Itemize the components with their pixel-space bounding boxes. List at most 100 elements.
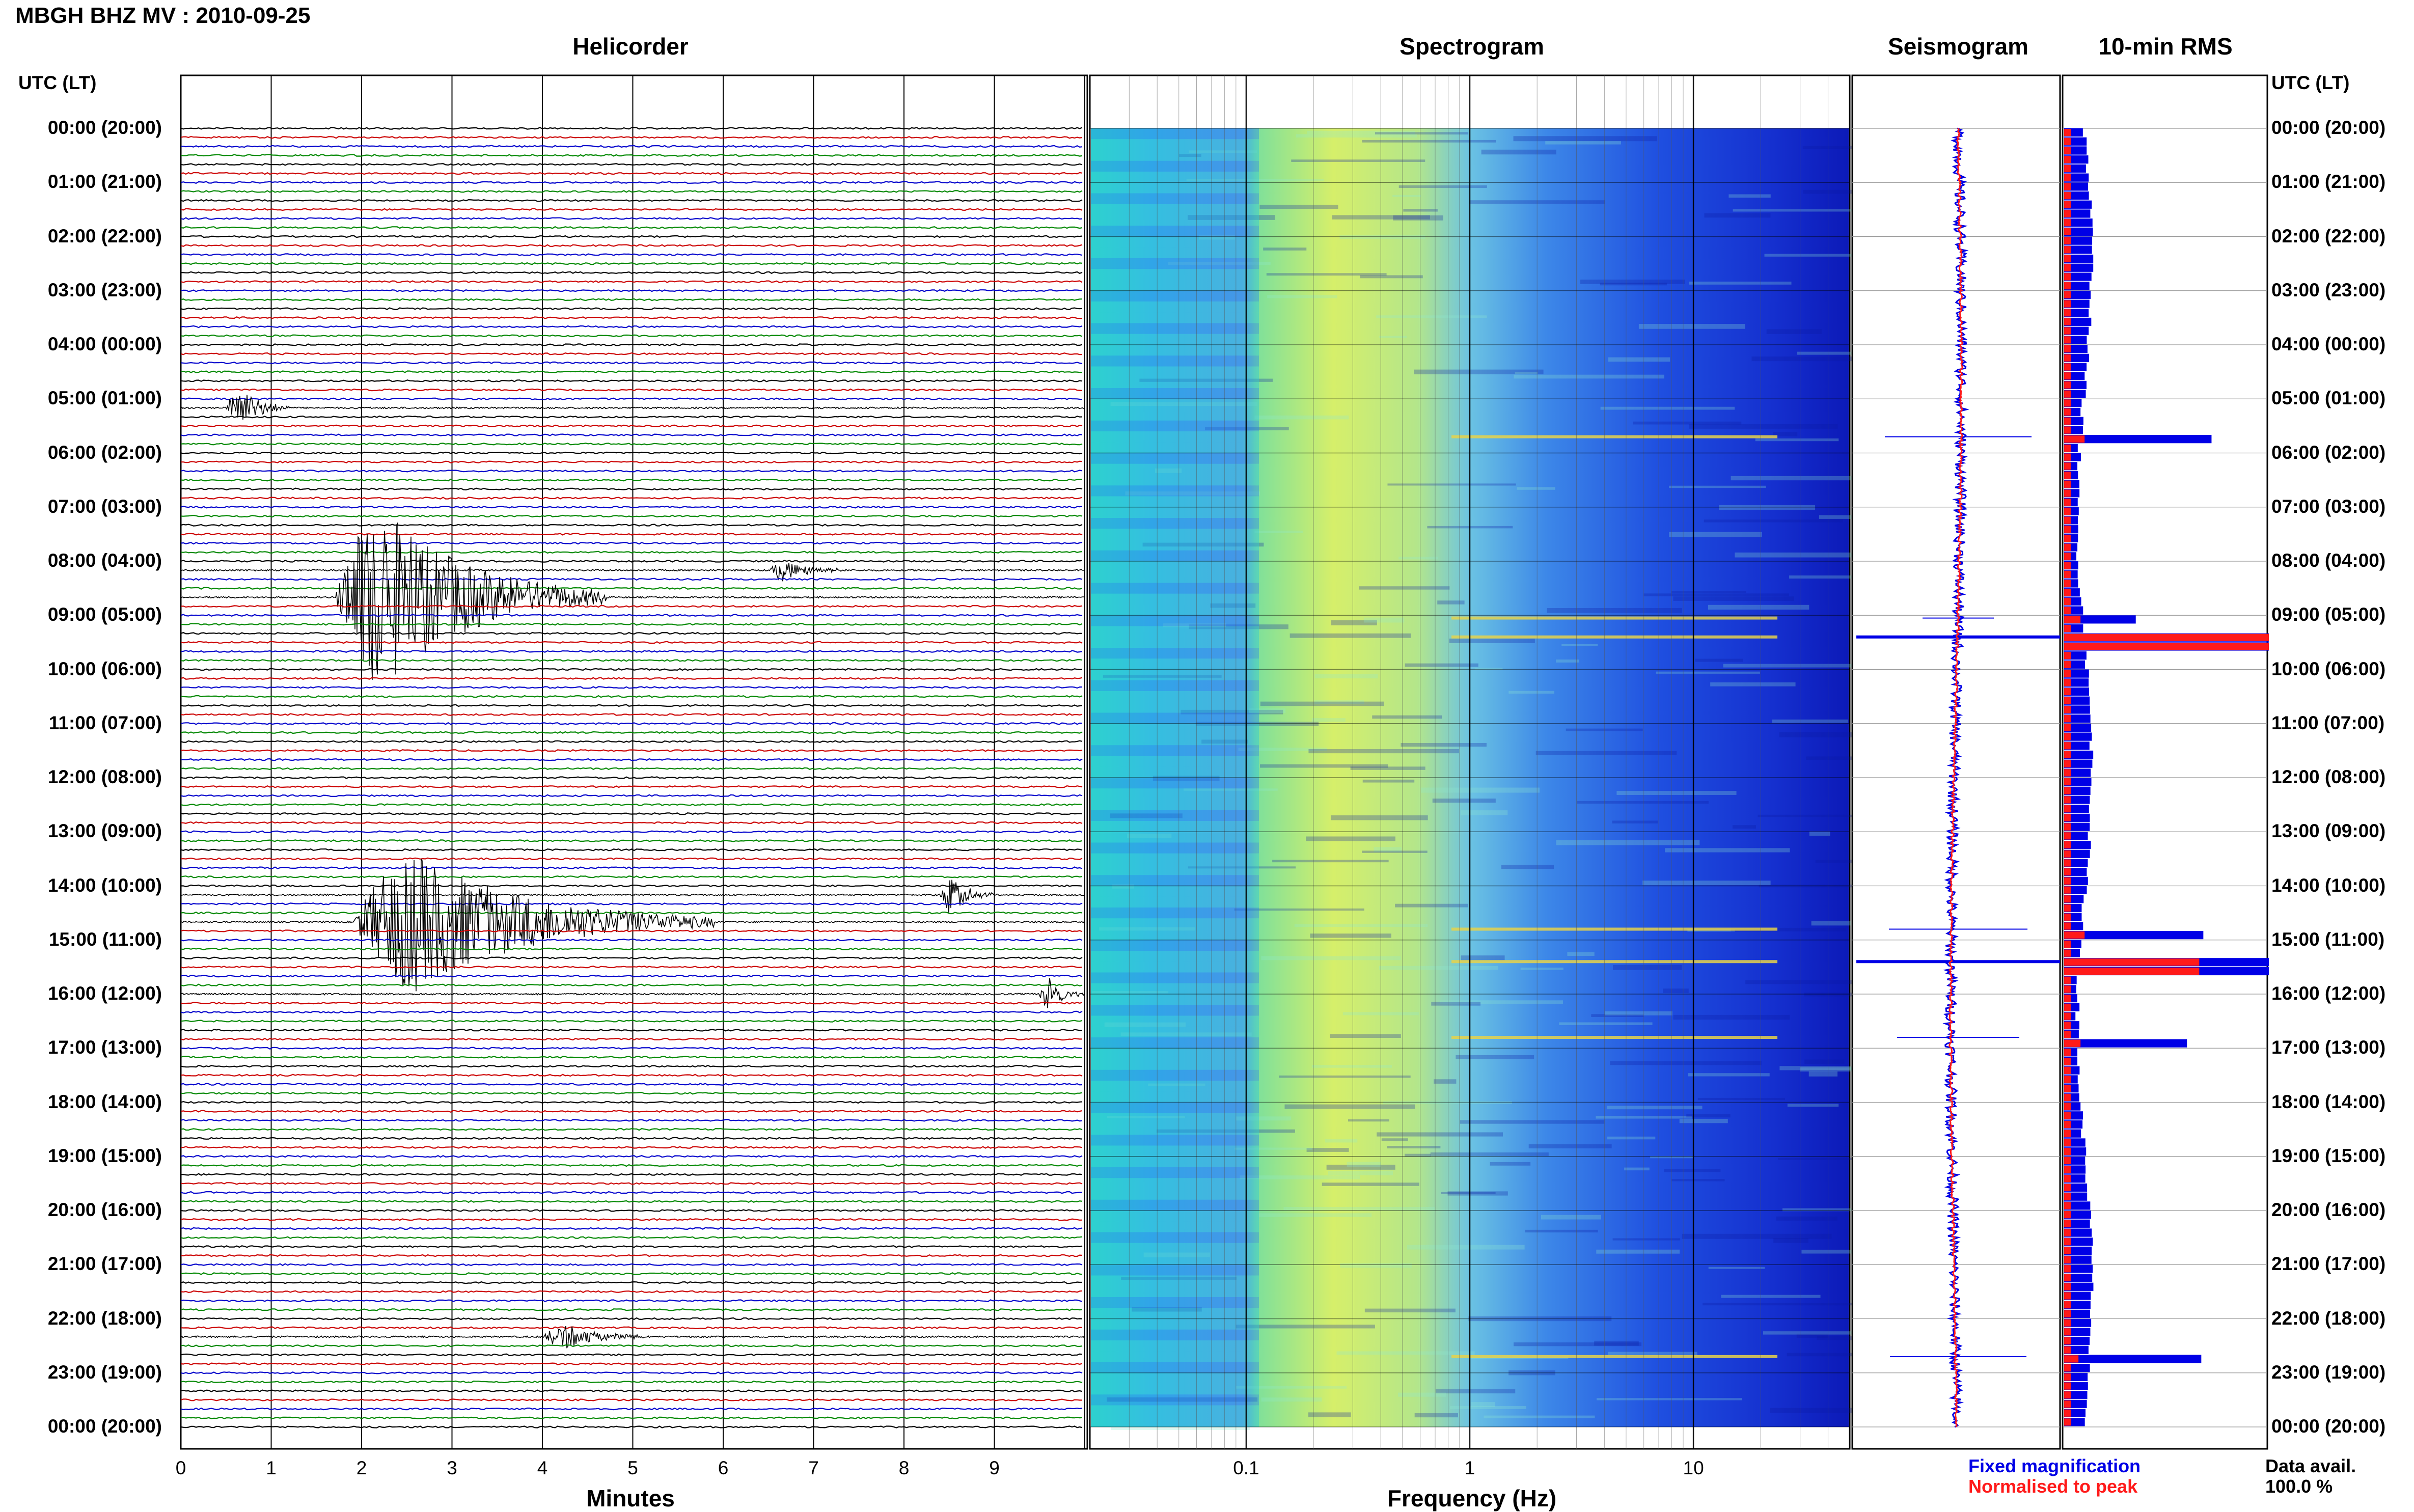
spectrogram-lowfreq-band	[1091, 334, 1259, 345]
spectrogram-texture	[1432, 799, 1496, 803]
spectrogram-title: Spectrogram	[1400, 33, 1544, 60]
rms-bar-normalised	[2064, 679, 2071, 686]
rms-bar-normalised	[2064, 1049, 2071, 1056]
time-label-left: 05:00 (01:00)	[47, 388, 162, 409]
spectrogram-event-streak	[1451, 960, 1777, 964]
spectrogram-texture	[1110, 402, 1258, 406]
helicorder-trace	[180, 1128, 1083, 1131]
rms-bar-normalised	[2064, 1310, 2071, 1317]
spectrogram-texture	[1359, 586, 1450, 590]
rms-bar-normalised	[2064, 868, 2071, 876]
helicorder-panel	[180, 74, 1088, 1450]
spectrogram-texture	[1156, 1129, 1295, 1133]
helicorder-trace	[180, 803, 1083, 806]
utc-header-right: UTC (LT)	[2271, 72, 2350, 93]
time-label-right: 02:00 (22:00)	[2271, 225, 2386, 246]
spectrogram-texture	[1809, 831, 1830, 836]
spectrogram-texture	[1729, 194, 1771, 198]
spectrogram-texture	[1387, 483, 1516, 486]
spectrogram-texture	[1259, 205, 1338, 209]
spectrogram-texture	[1407, 1245, 1525, 1250]
spectrogram-texture	[1260, 701, 1384, 706]
spectrogram-lowfreq-band	[1091, 1243, 1259, 1254]
rms-bar-fixed	[2064, 1238, 2093, 1246]
spectrogram-texture	[1547, 608, 1682, 613]
rms-bar-normalised	[2064, 1409, 2071, 1417]
rms-bar-normalised	[2064, 246, 2071, 254]
rms-bar-normalised	[2064, 643, 2269, 650]
spectrogram-texture	[1731, 476, 1860, 481]
rms-bar-normalised	[2064, 1076, 2071, 1083]
spectrogram-texture	[1143, 1252, 1211, 1257]
time-label-left: 02:00 (22:00)	[47, 225, 162, 246]
spectrogram-texture	[1468, 1316, 1612, 1322]
time-label-left: 07:00 (03:00)	[47, 496, 162, 517]
rms-bar-normalised	[2064, 399, 2071, 407]
spectrogram-lowfreq-band	[1091, 345, 1259, 356]
rms-bar-normalised	[2064, 1103, 2071, 1110]
rms-bar-fixed	[2064, 615, 2136, 624]
helicorder-trace	[180, 135, 1083, 139]
helicorder-trace	[180, 614, 1083, 617]
spectrogram-lowfreq-band	[1091, 496, 1259, 507]
spectrogram-lowfreq-band	[1091, 193, 1259, 204]
spectrogram-lowfreq-band	[1091, 529, 1259, 540]
rms-bar-normalised	[2064, 1265, 2071, 1273]
spectrogram-texture	[1776, 1216, 1838, 1221]
helicorder-trace	[180, 1164, 1083, 1167]
rms-bar-fixed	[2064, 435, 2212, 444]
spectrogram-lowfreq-band	[1091, 702, 1259, 713]
spectrogram-texture	[1556, 840, 1700, 845]
rms-bar-normalised	[2064, 489, 2071, 497]
rms-bar-normalised	[2064, 616, 2081, 623]
spectrogram-texture	[1235, 1147, 1312, 1150]
helicorder-trace	[180, 1371, 1083, 1374]
rms-bar-normalised	[2064, 228, 2071, 235]
time-label-left: 00:00 (20:00)	[47, 117, 162, 138]
spectrogram-lowfreq-band	[1091, 1308, 1259, 1319]
spectrogram-lowfreq-band	[1091, 139, 1259, 150]
helicorder-trace	[180, 1308, 1083, 1311]
spectrogram-lowfreq-band	[1091, 1318, 1259, 1330]
rms-bar-normalised	[2064, 1229, 2071, 1236]
spectrogram-texture	[1379, 966, 1498, 970]
rms-bar-normalised	[2064, 589, 2071, 596]
spectrogram-texture	[1447, 1191, 1508, 1196]
rms-bar-normalised	[2064, 516, 2071, 524]
helicorder-trace	[180, 857, 1083, 861]
helicorder-trace	[180, 650, 1083, 653]
time-label-left: 23:00 (19:00)	[47, 1361, 162, 1383]
spectrogram-texture	[1766, 329, 1822, 334]
spectrogram-texture	[1673, 1014, 1790, 1020]
helicorder-trace	[180, 1344, 1083, 1348]
spectrogram-lowfreq-band	[1091, 1189, 1259, 1200]
helicorder-trace	[180, 226, 1083, 229]
spectrogram-texture	[1398, 185, 1487, 188]
rms-bar-normalised	[2064, 1364, 2071, 1372]
helicorder-trace	[180, 1119, 1083, 1122]
spectrogram-texture	[1708, 1267, 1765, 1269]
spectrogram-texture	[1414, 369, 1544, 375]
time-label-right: 20:00 (16:00)	[2271, 1199, 2386, 1220]
rms-bar-fixed	[2064, 254, 2094, 263]
rms-bar-normalised	[2064, 1057, 2071, 1065]
spectrogram-texture	[1261, 956, 1401, 960]
spectrogram-texture	[1240, 1175, 1360, 1179]
spectrogram-texture	[1514, 374, 1664, 379]
time-label-left: 03:00 (23:00)	[47, 279, 162, 300]
spectrogram-lowfreq-band	[1091, 323, 1259, 334]
rms-bar-normalised	[2064, 1166, 2071, 1173]
spectrogram-texture	[1104, 1022, 1186, 1027]
rms-bar-normalised	[2064, 742, 2071, 750]
spectrogram-texture	[1132, 1307, 1202, 1312]
rms-bar-normalised	[2064, 1112, 2071, 1119]
spectrogram-lowfreq-band	[1091, 290, 1259, 301]
spectrogram-texture	[1731, 927, 1846, 931]
helicorder-trace	[180, 875, 1083, 878]
spectrogram-texture	[1234, 908, 1364, 911]
spectrogram-texture	[1514, 1342, 1642, 1346]
helicorder-trace	[180, 395, 1085, 420]
helicorder-trace	[180, 704, 1083, 707]
helicorder-trace	[180, 947, 1083, 951]
spectrogram-lowfreq-band	[1091, 842, 1259, 854]
